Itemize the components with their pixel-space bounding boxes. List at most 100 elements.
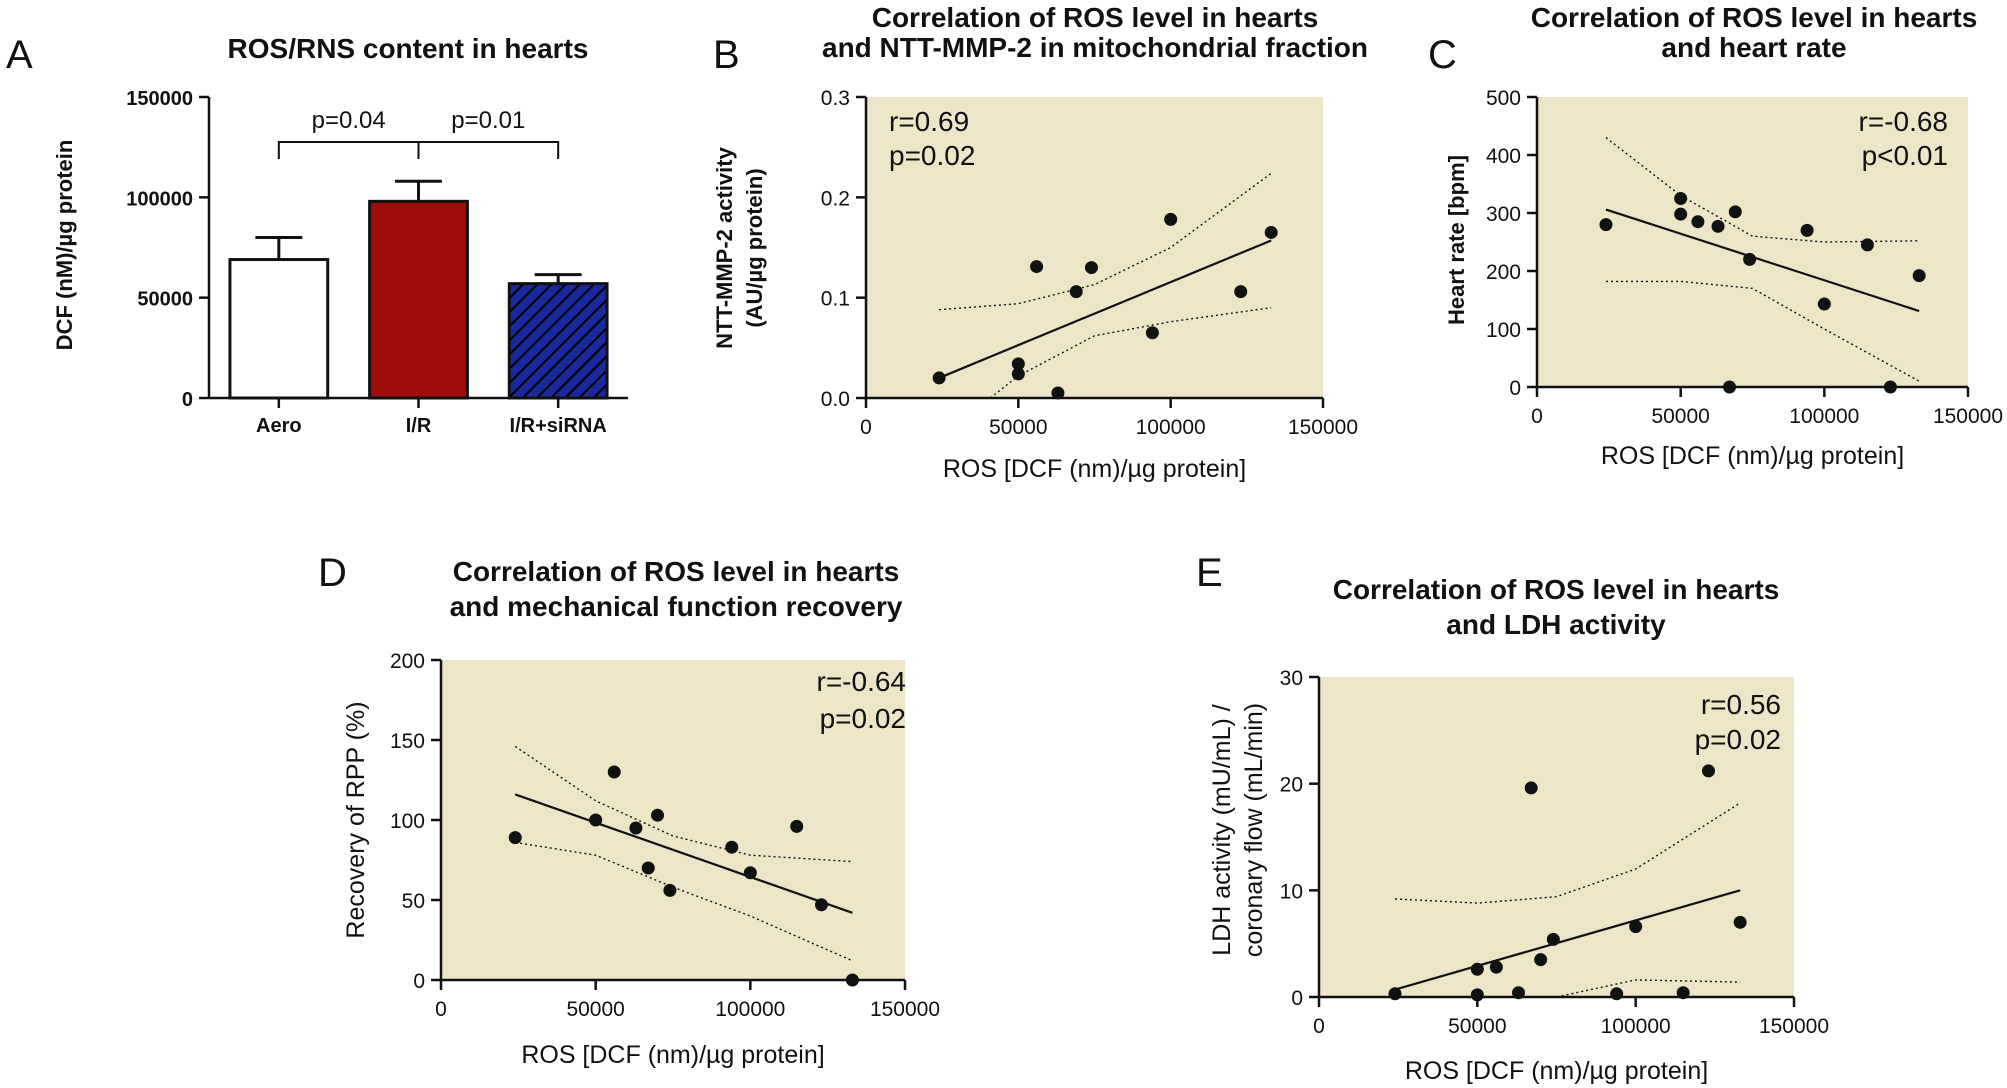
y-axis-label-line: LDH activity (mU/mL) /	[1208, 704, 1236, 955]
y-tick-label: 150000	[126, 88, 193, 110]
data-point	[1388, 987, 1402, 1001]
confidence-band-upper	[514, 745, 853, 863]
data-point	[1610, 987, 1624, 1001]
data-point	[1817, 297, 1831, 311]
data-point	[1674, 207, 1688, 221]
x-tick-label: 150000	[1288, 416, 1358, 439]
plot-background	[441, 660, 905, 980]
x-tick-label: 50000	[566, 998, 624, 1021]
y-tick-label: 50	[402, 890, 425, 913]
data-point	[1145, 326, 1159, 340]
data-point	[845, 973, 859, 987]
stat-annotation: p=0.02	[820, 703, 906, 734]
data-point	[1674, 192, 1688, 205]
confidence-band-lower	[1606, 280, 1920, 382]
confidence-band-upper	[1394, 802, 1741, 904]
y-tick-label: 100	[390, 810, 425, 833]
x-tick-label: 150000	[1759, 1015, 1829, 1038]
y-tick-label: 400	[1486, 145, 1521, 168]
stat-annotation: r=0.56	[1701, 689, 1781, 720]
confidence-band-upper	[1605, 137, 1920, 243]
data-point	[1733, 915, 1747, 929]
chart-title-line: Correlation of ROS level in hearts	[453, 556, 900, 587]
data-point	[663, 883, 677, 897]
data-point	[1234, 285, 1248, 299]
regression-line	[514, 793, 853, 914]
y-tick-label: 100	[1486, 319, 1521, 342]
panel-letter: B	[713, 33, 740, 77]
y-tick-label: 0.0	[821, 388, 850, 411]
y-tick-label: 10	[1280, 880, 1303, 903]
data-point	[1069, 285, 1083, 299]
p-value-label: p=0.01	[451, 107, 525, 134]
x-tick-label: 100000	[1601, 1015, 1671, 1038]
data-point	[1512, 986, 1525, 1000]
stat-annotation: r=0.69	[889, 106, 969, 137]
chart-title-line: and NTT-MMP-2 in mitochondrial fraction	[822, 32, 1368, 63]
plot-background	[1537, 97, 1968, 387]
regression-line	[1394, 889, 1741, 991]
data-point	[1691, 215, 1705, 229]
regression-line	[1605, 208, 1920, 313]
y-tick-label: 50000	[137, 289, 193, 311]
plot-area	[1394, 802, 1741, 997]
y-tick-label: 0	[182, 389, 193, 411]
data-point	[1051, 386, 1065, 400]
panel-d: D Correlation of ROS level in hearts and m…	[318, 551, 940, 1069]
x-axis-label: ROS [DCF (nm)/µg protein]	[1405, 1057, 1708, 1085]
data-point	[1629, 920, 1643, 934]
p-value-label: p=0.04	[312, 107, 386, 134]
data-point	[790, 819, 804, 833]
plot-area	[938, 172, 1272, 398]
y-tick-label: 500	[1486, 87, 1521, 110]
significance-bracket	[417, 141, 560, 159]
chart-title-line: Correlation of ROS level in hearts	[1531, 2, 1978, 33]
x-tick-label: 0	[1313, 1015, 1325, 1038]
data-point	[607, 765, 621, 779]
data-point	[1800, 223, 1814, 237]
data-point	[1723, 380, 1737, 394]
x-tick-label: 100000	[1789, 405, 1859, 428]
data-point	[1489, 960, 1503, 974]
data-point	[1164, 212, 1178, 226]
x-tick-label: 0	[860, 416, 872, 439]
data-point	[1264, 225, 1278, 239]
y-axis-label: DCF (nM)/µg protein	[52, 140, 77, 351]
data-point	[932, 371, 946, 385]
x-tick-label: 50000	[989, 416, 1047, 439]
y-tick-label: 100000	[126, 188, 193, 210]
data-point	[1728, 205, 1742, 219]
stat-annotation: r=-0.68	[1859, 106, 1949, 137]
chart-title-line: and heart rate	[1661, 32, 1846, 63]
chart-title-line: Correlation of ROS level in hearts	[872, 2, 1319, 33]
data-point	[508, 831, 522, 845]
y-axis-label-line: Recovery of RPP (%)	[342, 701, 370, 938]
data-point	[1470, 988, 1484, 1002]
y-tick-label: 300	[1486, 203, 1521, 226]
x-tick-label: 100000	[1136, 416, 1206, 439]
x-axis-label: ROS [DCF (nm)/µg protein]	[521, 1041, 824, 1069]
y-axis-label-line: Heart rate [bpm]	[1444, 155, 1469, 325]
significance-bracket	[277, 141, 420, 159]
data-point	[1743, 252, 1757, 266]
y-tick-label: 200	[1486, 261, 1521, 284]
data-point	[1860, 238, 1874, 252]
panel-letter: D	[318, 551, 347, 595]
data-point	[1883, 380, 1897, 394]
panel-letter: C	[1428, 33, 1457, 77]
panel-letter: A	[6, 33, 33, 77]
data-point	[651, 808, 665, 822]
chart-title-line: and mechanical function recovery	[450, 591, 903, 622]
data-point	[1546, 932, 1560, 946]
y-tick-label: 0	[1291, 987, 1303, 1010]
x-tick-label: 0	[435, 998, 447, 1021]
data-point	[1030, 260, 1044, 274]
panel-letter: E	[1196, 551, 1223, 595]
data-point	[1912, 269, 1926, 283]
data-point	[641, 861, 655, 875]
data-point	[814, 898, 828, 912]
data-point	[725, 840, 739, 854]
x-tick-label: 50000	[1651, 405, 1709, 428]
